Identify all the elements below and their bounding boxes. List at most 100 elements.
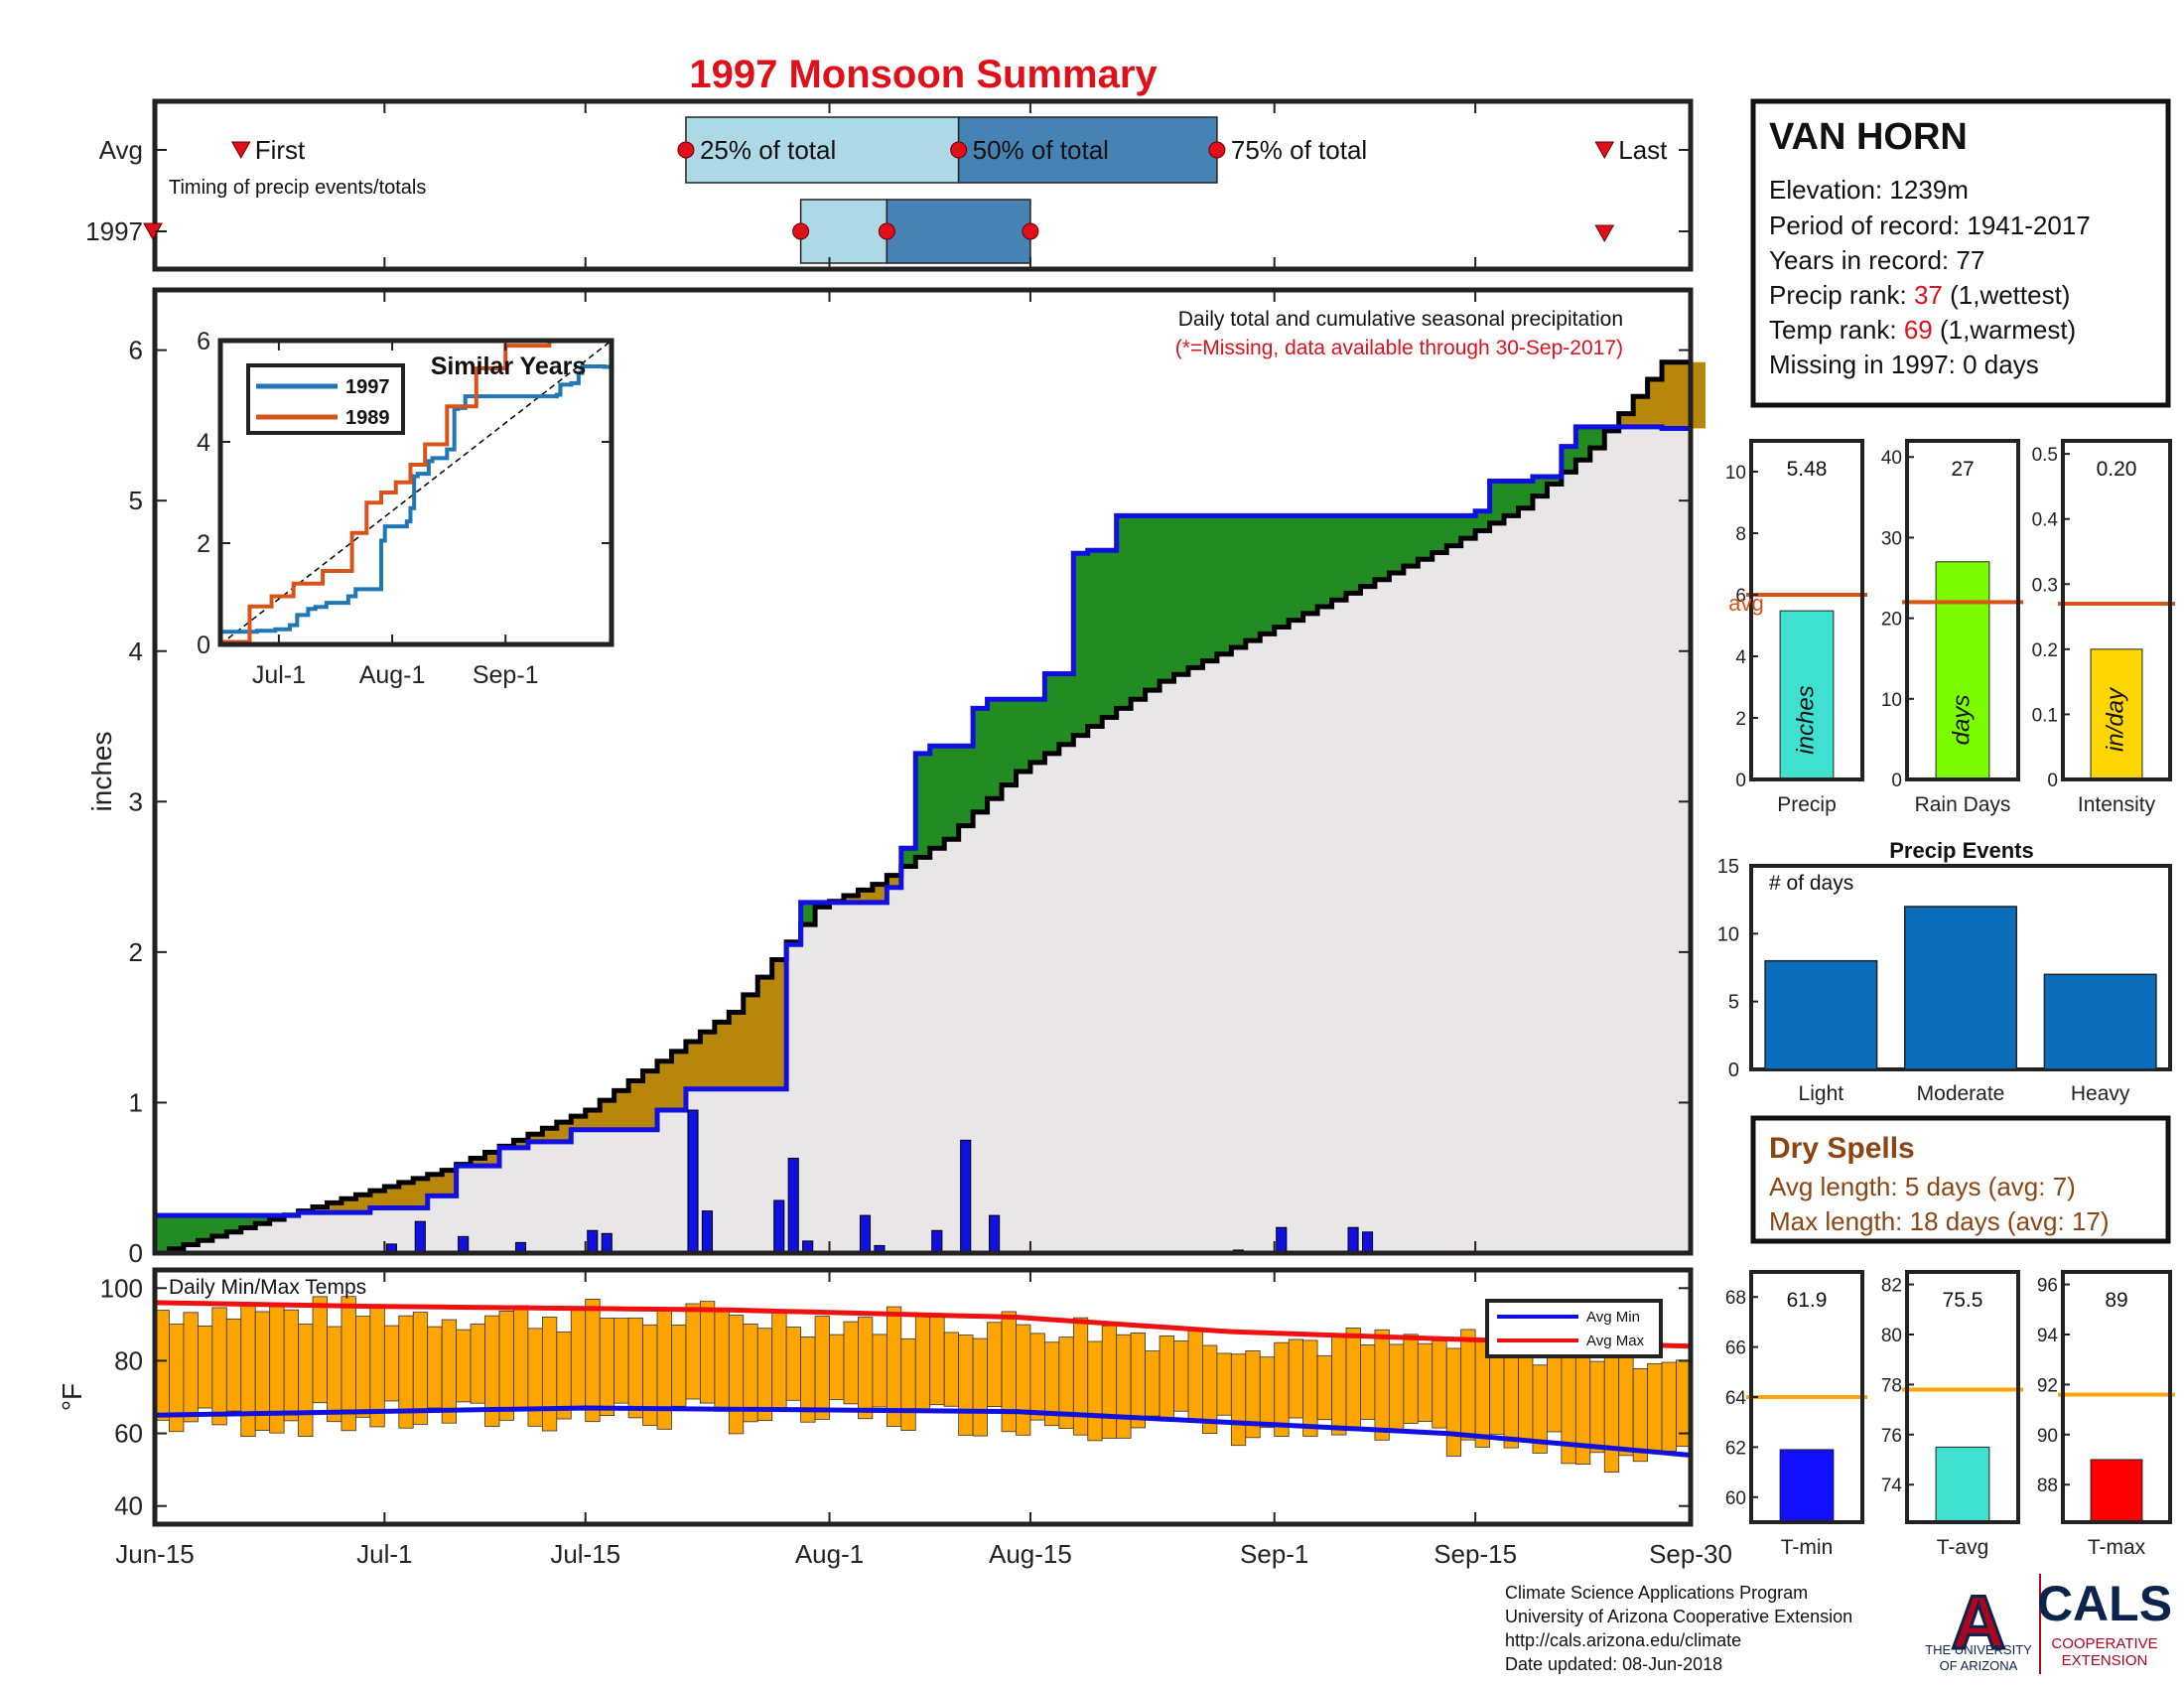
below-average-area: [872, 884, 887, 903]
avg-p75-label: 75% of total: [1231, 135, 1367, 165]
temperature-summary-panels: 60 62 64 66 68 61.9 T-min 74 76 78 80 82 75.5 T-avg 88…: [1725, 1270, 2175, 1559]
mini-panel-tick-label: 0: [1735, 771, 1746, 791]
daily-temp-bar: [240, 1305, 256, 1438]
below-average-area: [327, 1202, 342, 1213]
above-average-area: [1547, 476, 1563, 485]
below-average-area: [671, 1051, 687, 1111]
above-average-area: [1374, 515, 1390, 580]
below-average-area: [700, 1032, 716, 1089]
above-average-area: [255, 1215, 271, 1224]
daily-temp-bar: [943, 1332, 960, 1407]
above-average-area: [169, 1215, 185, 1249]
events-y-tick-label: 0: [1728, 1059, 1739, 1081]
daily-temp-bar: [1647, 1362, 1663, 1454]
mini-panel-value-2: 0.20: [2097, 458, 2137, 481]
daily-temp-bar: [1503, 1347, 1519, 1449]
mini-panel-tick-label: 78: [1881, 1375, 1902, 1396]
mini-panel-unit-1: days: [1948, 695, 1975, 746]
above-average-area: [1102, 550, 1118, 718]
daily-temp-bar: [1173, 1340, 1189, 1412]
daily-precip-bar: [960, 1139, 972, 1254]
temps-y-tick-label: 60: [114, 1419, 143, 1449]
daily-temp-bar: [987, 1322, 1003, 1408]
similar-years-legend: [246, 363, 405, 435]
timing-panel: First 25% of total 50% of total 75% of tota…: [85, 98, 1694, 272]
daily-temp-bar: [700, 1301, 716, 1404]
obs-last-marker: [1594, 224, 1615, 243]
events-y-tick-label: 10: [1717, 923, 1739, 945]
mini-panel-tick-label: 0.5: [2032, 445, 2058, 466]
daily-temp-bar: [312, 1296, 328, 1404]
below-average-area: [1676, 361, 1692, 429]
legend-label-1997: 1997: [345, 376, 390, 398]
below-average-area: [771, 959, 787, 1089]
precip-events-ylabel: # of days: [1769, 872, 1853, 895]
daily-precip-bar: [989, 1214, 1001, 1254]
station-name: VAN HORN: [1769, 116, 1968, 158]
daily-temp-bar: [1145, 1350, 1160, 1417]
obs-box-50-75: [886, 199, 1031, 264]
below-average-area: [685, 1042, 701, 1089]
above-average-area: [1073, 553, 1089, 736]
precip-rank-suffix: (1,wettest): [1943, 280, 2071, 310]
below-average-area: [614, 1090, 629, 1130]
daily-precip-bar: [1361, 1231, 1374, 1254]
precip-rank: Precip rank: 37 (1,wettest): [1769, 280, 2070, 310]
below-average-area: [355, 1195, 371, 1213]
events-category-label: Heavy: [2071, 1082, 2130, 1105]
station-period: Period of record: 1941-2017: [1769, 211, 2091, 240]
events-category-label: Moderate: [1917, 1082, 2005, 1105]
y-tick-label: 5: [129, 486, 143, 515]
daily-precip-bar: [458, 1235, 470, 1254]
mini-panel-tick-label: 0: [1891, 771, 1902, 791]
daily-temp-bar: [1259, 1356, 1276, 1429]
daily-temp-bar: [498, 1311, 514, 1421]
ua-logo-text-2: OF ARIZONA: [1940, 1658, 2018, 1673]
daily-temp-bar: [958, 1335, 974, 1436]
row-label-avg: Avg: [99, 135, 143, 165]
dry-spells-title: Dry Spells: [1769, 1132, 1915, 1165]
below-average-area: [556, 1122, 572, 1142]
above-average-area: [1518, 481, 1534, 508]
above-average-area: [1289, 515, 1304, 621]
above-average-area: [198, 1215, 213, 1241]
below-average-area: [527, 1134, 543, 1142]
mini-panel-tick-label: 6: [1735, 586, 1746, 607]
mini-panel-tick-label: 68: [1725, 1288, 1746, 1309]
above-average-area: [1418, 515, 1433, 560]
below-average-area: [600, 1100, 615, 1130]
avg-min-line: [154, 1405, 1692, 1459]
ua-logo-letter: A: [1952, 1581, 2006, 1665]
university-of-arizona-logo: A THE UNIVERSITY OF ARIZONA: [1925, 1580, 2032, 1674]
mini-panel-bar-0: [1779, 610, 1835, 780]
above-average-area: [1216, 515, 1232, 654]
above-average-area: [1131, 515, 1147, 700]
daily-temp-bar: [1187, 1328, 1203, 1424]
above-average-area: [900, 848, 916, 867]
above-average-area: [1561, 446, 1576, 473]
above-average-area: [915, 753, 931, 858]
daily-temp-bar: [1159, 1335, 1174, 1418]
mini-panel-tick-label: 66: [1725, 1338, 1746, 1359]
mini-panel-tick-label: 30: [1881, 528, 1902, 549]
mini-panel-tick-label: 2: [1735, 709, 1746, 730]
daily-temp-bar: [1101, 1325, 1118, 1439]
x-tick-label: Jul-1: [356, 1539, 412, 1569]
daily-temp-bar: [1589, 1360, 1605, 1454]
mini-panel-value-0: 5.48: [1787, 458, 1828, 481]
above-average-area: [958, 746, 974, 826]
mini-panel-bar-1: [1935, 561, 1990, 780]
above-average-area: [1202, 515, 1218, 661]
above-average-area: [1389, 515, 1405, 573]
x-tick-label: Jun-15: [115, 1539, 195, 1569]
daily-temp-bar: [441, 1319, 458, 1424]
above-average-area: [1044, 673, 1060, 754]
above-average-area: [1173, 515, 1189, 675]
below-average-area: [858, 890, 874, 903]
temps-y-tick-label: 40: [114, 1491, 143, 1521]
above-average-area: [1016, 699, 1031, 772]
mini-panel-tick-label: 0.4: [2032, 510, 2059, 531]
daily-temp-bar: [1432, 1339, 1447, 1429]
daily-temp-bar: [858, 1317, 874, 1420]
daily-temp-bar: [685, 1303, 701, 1400]
